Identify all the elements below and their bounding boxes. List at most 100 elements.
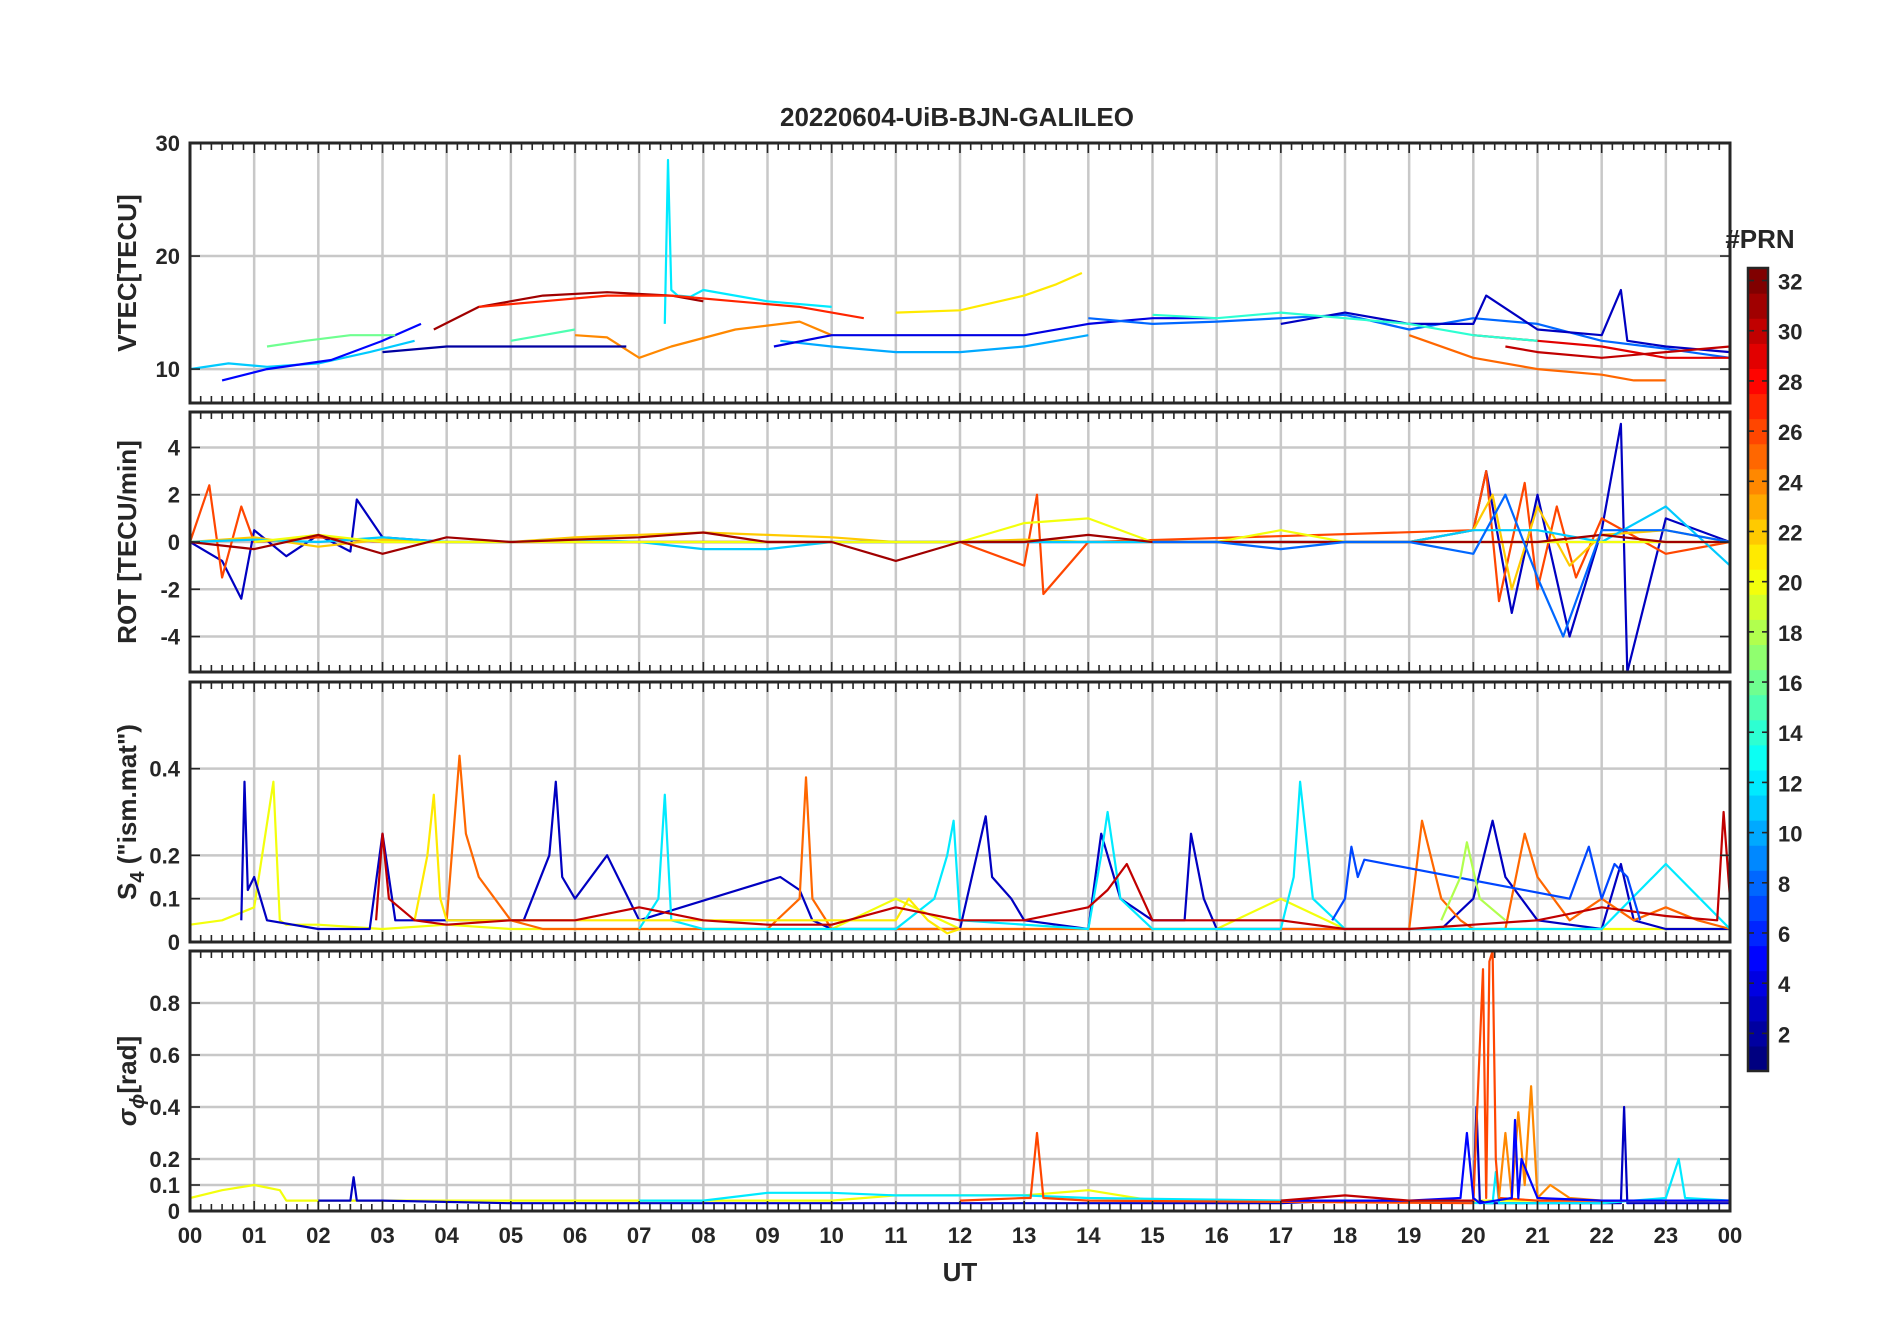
- x-tick-label: 23: [1654, 1223, 1678, 1248]
- colorbar-segment: [1748, 945, 1768, 972]
- colorbar-segment: [1748, 1045, 1768, 1072]
- colorbar-tick-label: 14: [1778, 721, 1803, 746]
- colorbar-tick-label: 8: [1778, 872, 1790, 897]
- colorbar-tick-label: 22: [1778, 520, 1802, 545]
- series-line-prn-12: [638, 780, 1730, 931]
- x-tick-label: 12: [948, 1223, 972, 1248]
- colorbar-segment: [1748, 744, 1768, 771]
- series-line-prn-7: [1331, 845, 1642, 921]
- colorbar-segment: [1748, 569, 1768, 595]
- series-line-prn-14: [1152, 311, 1538, 342]
- x-tick-label: 03: [370, 1223, 394, 1248]
- figure-title: 20220604-UiB-BJN-GALILEO: [780, 102, 1134, 132]
- series-line-prn-8: [1152, 493, 1730, 638]
- x-tick-label: 22: [1589, 1223, 1613, 1248]
- series-line-prn-24: [574, 320, 833, 359]
- y-tick-label: 10: [156, 357, 180, 382]
- x-tick-label: 08: [691, 1223, 715, 1248]
- y-tick-label: 0: [168, 1199, 180, 1224]
- colorbar-segment: [1748, 870, 1768, 896]
- colorbar-segment: [1748, 393, 1768, 420]
- x-axis-label: UT: [943, 1257, 978, 1287]
- colorbar-tick-label: 20: [1778, 571, 1802, 596]
- colorbar-segment: [1748, 1020, 1768, 1047]
- y-tick-label: 4: [168, 435, 181, 460]
- series-line-prn-4: [773, 317, 1217, 348]
- colorbar-segment: [1748, 970, 1768, 997]
- colorbar-segment: [1748, 719, 1768, 746]
- colorbar-tick-label: 18: [1778, 621, 1802, 646]
- colorbar-segment: [1748, 268, 1768, 294]
- x-tick-label: 13: [1012, 1223, 1036, 1248]
- y-tick-label: 0.4: [149, 757, 180, 782]
- colorbar-segment: [1748, 368, 1768, 395]
- x-tick-label: 09: [755, 1223, 779, 1248]
- series-line-prn-2: [382, 345, 627, 354]
- colorbar-tick-label: 6: [1778, 922, 1790, 947]
- series-line-prn-31: [190, 531, 1730, 563]
- colorbar-tick-label: 30: [1778, 320, 1802, 345]
- series-line-prn-16: [266, 334, 396, 348]
- colorbar-tick-label: 24: [1778, 470, 1803, 495]
- series-line-prn-30: [1505, 345, 1730, 359]
- y-tick-label: -4: [160, 625, 180, 650]
- panel-vtec: 10 20 30 VTEC[TECU]: [112, 131, 1732, 405]
- colorbar-tick-label: 2: [1778, 1022, 1790, 1047]
- series-line-prn-21: [895, 271, 1083, 314]
- colorbar-segment: [1748, 544, 1768, 570]
- x-tick-label: 04: [434, 1223, 459, 1248]
- panel-s4: 0 0.1 0.2 0.4S4 ("ism.mat"): [112, 680, 1732, 955]
- y-tick-label: 20: [156, 244, 180, 269]
- series-group-rot: [190, 422, 1730, 672]
- colorbar-segment: [1748, 644, 1768, 671]
- x-tick-label: 07: [627, 1223, 651, 1248]
- series-line-prn-27: [478, 294, 864, 320]
- colorbar-segment: [1748, 443, 1768, 470]
- y-tick-label: 30: [156, 131, 180, 156]
- y-tick-label: 0.2: [149, 1147, 180, 1172]
- x-tick-label: 00: [178, 1223, 202, 1248]
- x-tick-label: 18: [1333, 1223, 1357, 1248]
- colorbar-label: #PRN: [1725, 224, 1794, 254]
- colorbar-tick-label: 28: [1778, 370, 1802, 395]
- axes-frame-rot: [188, 410, 1732, 674]
- x-axis-group: 00 01 02 03 04 05 06 07 08 09 10 11 12 13 14 15 16 17 18 19…: [178, 1223, 1742, 1287]
- y-tick-label: 0.8: [149, 991, 180, 1016]
- colorbar-segment: [1748, 293, 1768, 319]
- panel-sigma_phi: 00.10.2 0.4 0.6 0.8σϕ[rad]: [112, 949, 1732, 1224]
- y-tick-label: 0.1: [149, 887, 180, 912]
- series-line-prn-12: [639, 1157, 1730, 1205]
- colorbar-segment: [1748, 820, 1768, 846]
- series-line-prn-25: [1408, 334, 1666, 382]
- x-tick-label: 15: [1140, 1223, 1164, 1248]
- x-tick-label: 14: [1076, 1223, 1101, 1248]
- axes-frame-vtec: [188, 141, 1732, 405]
- x-tick-label: 16: [1204, 1223, 1228, 1248]
- colorbar-segment: [1748, 694, 1768, 721]
- series-line-prn-21: [413, 793, 961, 935]
- y-axis-label-rot: ROT [TECU/min]: [112, 440, 142, 644]
- colorbar-segment: [1748, 594, 1768, 620]
- colorbar-segment: [1748, 845, 1768, 871]
- colorbar-tick-label: 16: [1778, 671, 1802, 696]
- series-line-prn-30: [1280, 1194, 1474, 1202]
- y-axis-label-s4: S4 ("ism.mat"): [112, 724, 149, 900]
- y-tick-label: 0.1: [149, 1173, 180, 1198]
- series-line-prn-18: [1440, 841, 1507, 922]
- y-tick-label: 0.2: [149, 843, 180, 868]
- colorbar-segment: [1748, 669, 1768, 696]
- x-tick-label: 19: [1397, 1223, 1421, 1248]
- y-tick-label: 2: [168, 483, 180, 508]
- y-tick-label: -2: [160, 577, 180, 602]
- x-tick-label: 17: [1269, 1223, 1293, 1248]
- series-line-prn-30: [375, 810, 1730, 931]
- colorbar-segment: [1748, 995, 1768, 1022]
- series-group-s4: [190, 754, 1730, 935]
- series-group-vtec: [190, 158, 1730, 382]
- x-tick-label: 01: [242, 1223, 266, 1248]
- colorbar-segment: [1748, 318, 1768, 344]
- y-tick-label: 0.6: [149, 1043, 180, 1068]
- series-line-prn-3: [1280, 288, 1730, 354]
